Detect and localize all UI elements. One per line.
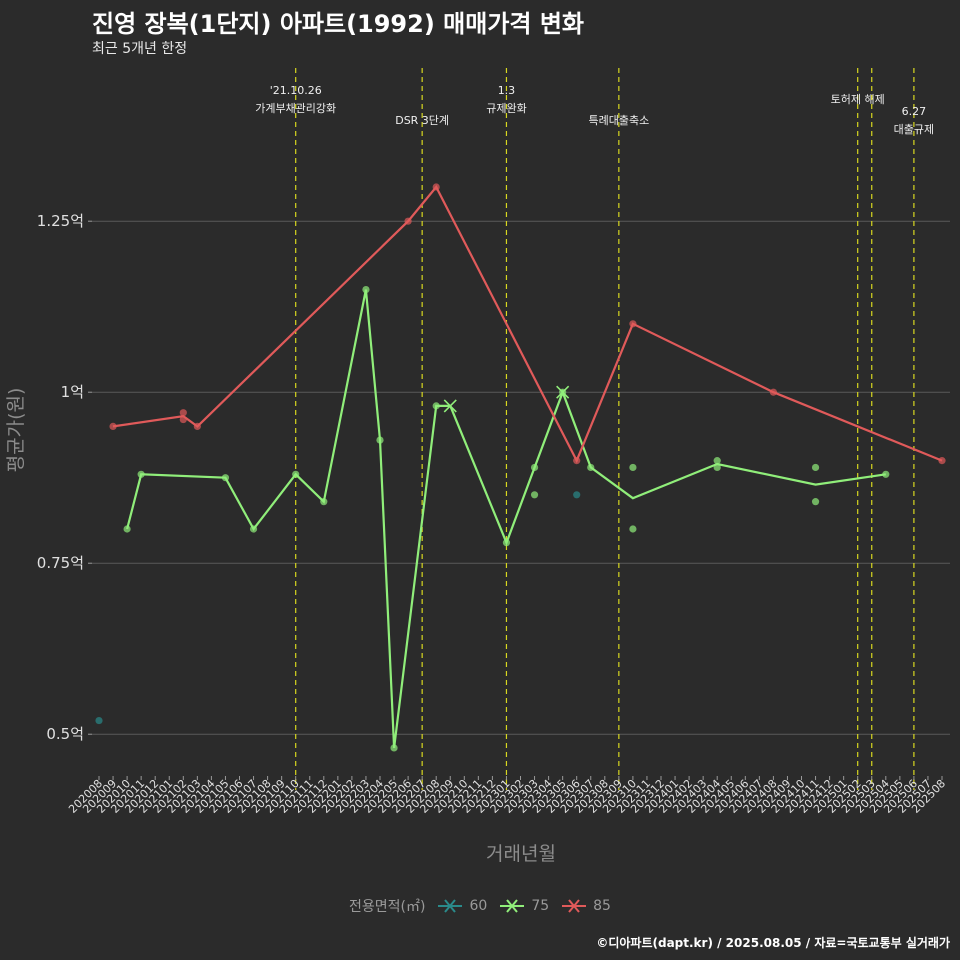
event-label: 1.3: [498, 84, 516, 97]
data-point-85: [404, 217, 412, 225]
legend-swatch-75-icon: [500, 899, 525, 913]
data-point-75: [530, 463, 539, 472]
data-point-75: [320, 498, 328, 506]
data-point-85: [769, 388, 778, 396]
data-point-75: [713, 463, 721, 472]
legend-label-75: 75: [531, 898, 550, 914]
event-label: 가계부채관리강화: [255, 102, 336, 115]
legend-swatch-60-icon: [438, 899, 463, 913]
event-label: 토허제 해제: [831, 92, 885, 106]
data-point-85: [193, 422, 201, 431]
data-point-75: [376, 436, 384, 444]
data-point-60: [573, 491, 581, 499]
x-axis-title: 거래년월: [486, 843, 556, 865]
data-point-75: [362, 286, 370, 294]
data-point-75: [587, 463, 595, 472]
legend-label-85: 85: [593, 898, 611, 914]
data-point-85: [629, 320, 637, 328]
data-point-75: [629, 463, 637, 472]
event-label: 6.27: [902, 105, 927, 118]
data-point-75: [713, 457, 721, 465]
legend-label-60: 60: [469, 898, 488, 914]
cross-marker-75: [443, 399, 457, 413]
data-point-75: [811, 498, 820, 506]
y-tick-label: 0.75억: [37, 554, 84, 572]
legend-item-60: 60: [437, 898, 487, 914]
chart-title: 진영 장복(1단지) 아파트(1992) 매매가격 변화: [92, 10, 584, 38]
data-point-85: [109, 422, 117, 431]
data-point-75: [530, 491, 539, 499]
data-point-75: [811, 463, 820, 472]
legend: 전용면적(㎡) 60 75 85: [0, 896, 960, 916]
source-credit: ©디아파트(dapt.kr) / 2025.08.05 / 자료=국토교통부 실…: [596, 936, 950, 950]
data-point-85: [573, 457, 581, 465]
data-point-75: [390, 744, 398, 752]
cross-marker-75: [556, 385, 570, 399]
data-point-75: [249, 525, 258, 533]
data-point-75: [137, 470, 145, 478]
data-point-85: [432, 183, 440, 191]
y-axis-title: 평균가(원): [5, 388, 27, 473]
data-point-75: [882, 470, 890, 478]
event-label: DSR 3단계: [395, 114, 449, 127]
data-point-85: [179, 415, 187, 424]
data-point-75: [221, 474, 230, 482]
data-point-85: [179, 409, 187, 417]
data-point-75: [292, 470, 300, 478]
chart-subtitle: 최근 5개년 한정: [92, 41, 188, 57]
data-point-75: [432, 402, 440, 410]
data-point-60: [95, 716, 103, 725]
event-label: 규제완화: [486, 102, 526, 115]
data-point-75: [629, 525, 637, 533]
data-point-85: [938, 457, 946, 465]
event-label: 특례대출축소: [588, 114, 649, 127]
legend-swatch-85-icon: [562, 899, 587, 913]
event-label: 대출규제: [894, 123, 934, 136]
y-tick-label: 1.25억: [37, 212, 84, 230]
series-line-75: [126, 289, 886, 749]
legend-item-75: 75: [499, 898, 549, 914]
legend-item-85: 85: [561, 898, 611, 914]
series-line-85: [112, 185, 943, 464]
y-tick-label: 1억: [61, 383, 84, 401]
legend-title: 전용면적(㎡): [349, 899, 426, 915]
event-label: '21.10.26: [270, 84, 322, 97]
data-point-75: [123, 525, 131, 533]
data-point-75: [502, 539, 511, 547]
y-tick-label: 0.5억: [46, 725, 84, 743]
